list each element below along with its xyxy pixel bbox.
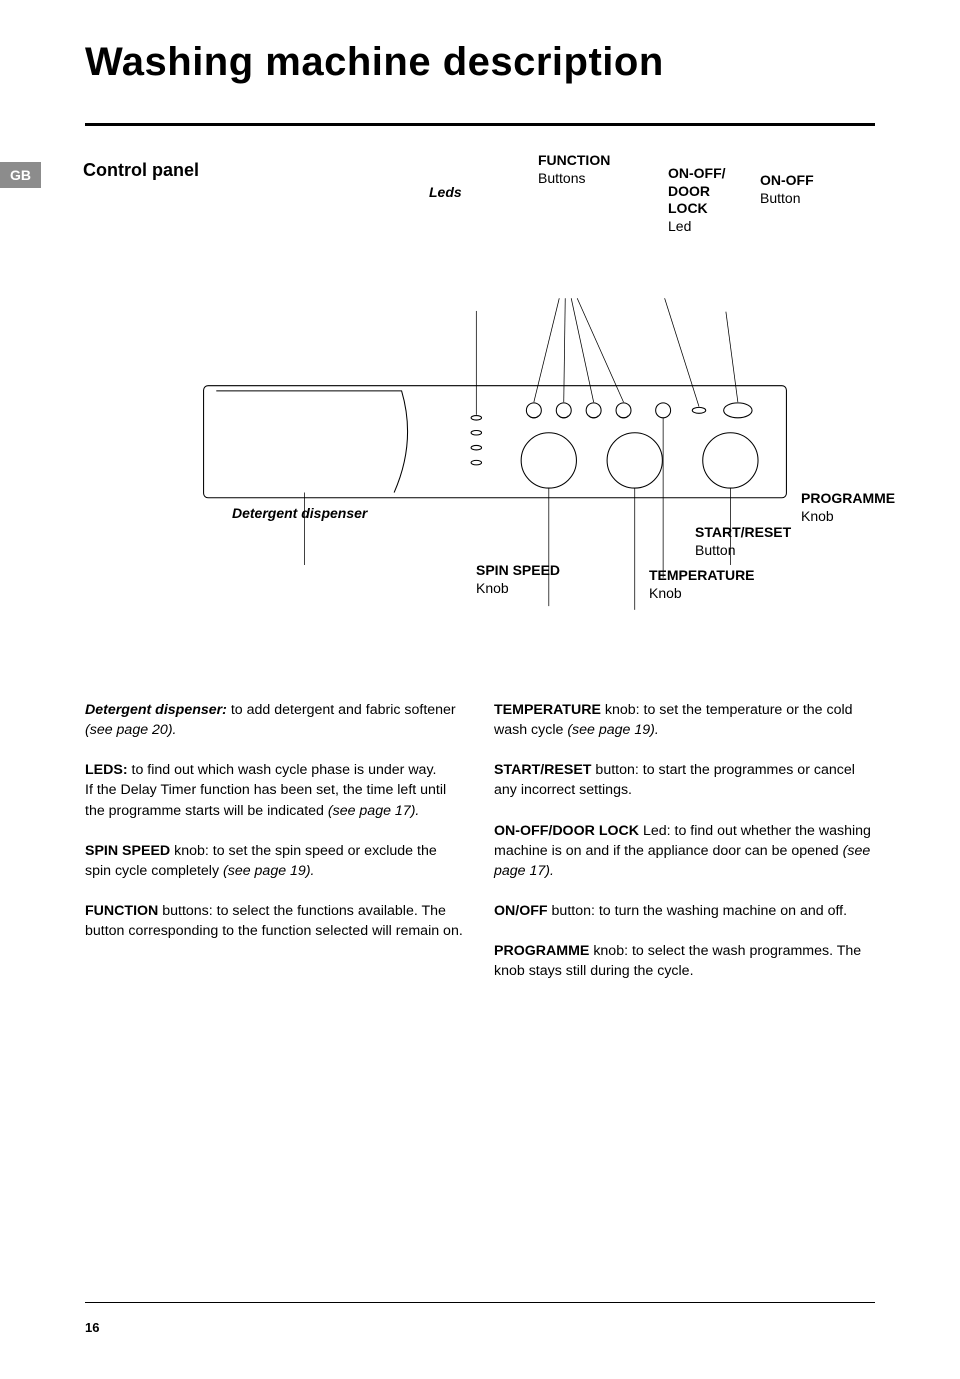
label-temperature: TEMPERATURE Knob	[649, 567, 755, 602]
section-subtitle: Control panel	[83, 160, 199, 181]
left-column: Detergent dispenser: to add detergent an…	[85, 700, 466, 1002]
label-leds: Leds	[429, 184, 462, 202]
page-number: 16	[85, 1320, 99, 1335]
page-title: Washing machine description	[85, 40, 875, 85]
para-temperature: TEMPERATURE knob: to set the temperature…	[494, 700, 875, 740]
para-leds: LEDS: to find out which wash cycle phase…	[85, 760, 466, 820]
para-start-reset: START/RESET button: to start the program…	[494, 760, 875, 800]
description-columns: Detergent dispenser: to add detergent an…	[85, 700, 875, 1002]
para-spin-speed: SPIN SPEED knob: to set the spin speed o…	[85, 841, 466, 881]
label-function: FUNCTION Buttons	[538, 152, 610, 187]
para-programme: PROGRAMME knob: to select the wash progr…	[494, 941, 875, 981]
label-spin-speed: SPIN SPEED Knob	[476, 562, 560, 597]
divider-top	[85, 123, 875, 126]
label-detergent-dispenser: Detergent dispenser	[232, 505, 367, 523]
para-on-off: ON/OFF button: to turn the washing machi…	[494, 901, 875, 921]
footer-divider	[85, 1302, 875, 1303]
para-door-lock: ON-OFF/DOOR LOCK Led: to find out whethe…	[494, 821, 875, 881]
language-tab: GB	[0, 162, 41, 188]
label-on-off: ON-OFF Button	[760, 172, 814, 207]
right-column: TEMPERATURE knob: to set the temperature…	[494, 700, 875, 1002]
label-start-reset: START/RESET Button	[695, 524, 791, 559]
para-function: FUNCTION buttons: to select the function…	[85, 901, 466, 941]
label-door-lock: ON-OFF/ DOOR LOCK Led	[668, 165, 726, 235]
para-detergent: Detergent dispenser: to add detergent an…	[85, 700, 466, 740]
label-programme: PROGRAMME Knob	[801, 490, 895, 525]
